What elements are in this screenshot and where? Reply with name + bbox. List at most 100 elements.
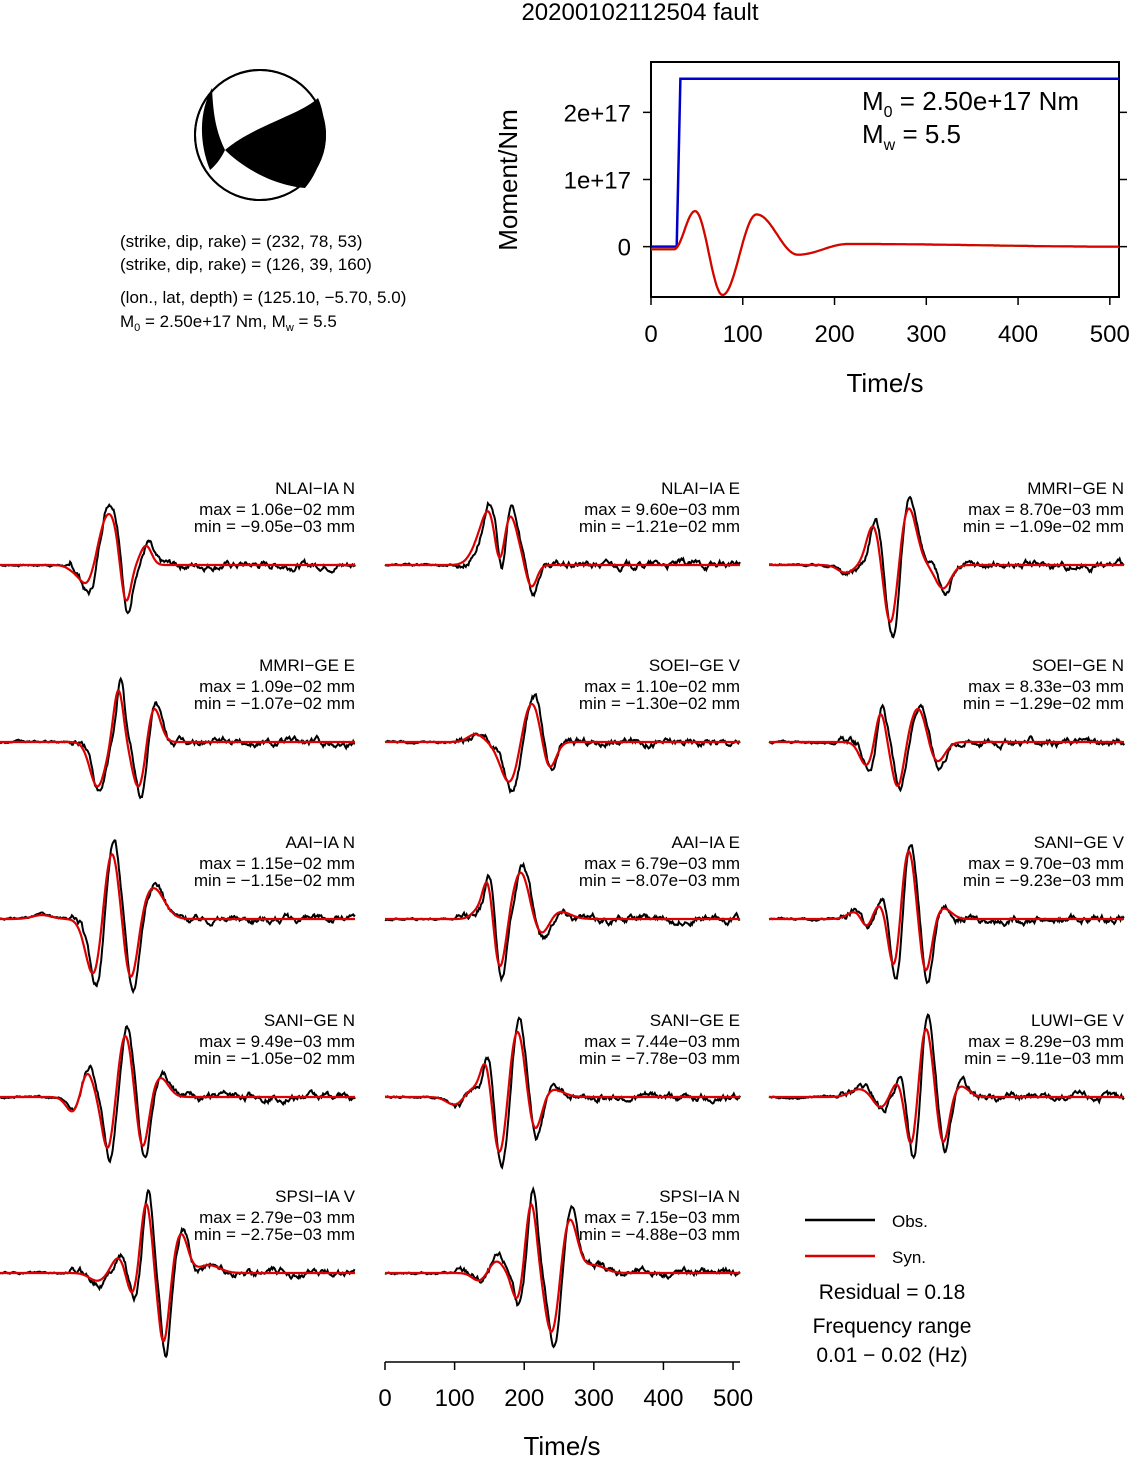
stf-x-tick-label: 400 [998,321,1038,348]
trace-max-label: max = 1.09e−02 mm [199,677,355,696]
synthetic-trace [385,871,740,968]
moment-series-line [651,77,1119,248]
trace-min-label: min = −9.23e−03 mm [963,871,1124,890]
legend: Obs. Syn. Residual = 0.18 Frequency rang… [805,1212,971,1367]
trace-min-label: min = −1.21e−02 mm [579,517,740,536]
observed-trace [384,1185,741,1349]
synthetic-trace [385,1030,740,1154]
stf-mw-label: Mw = 5.5 [862,119,961,154]
trace-max-label: max = 2.79e−03 mm [199,1208,355,1227]
trace-max-label: max = 6.79e−03 mm [584,854,740,873]
trace-max-label: max = 8.29e−03 mm [968,1032,1124,1051]
residual-text: Residual = 0.18 [819,1281,966,1304]
synthetic-trace [0,1034,355,1150]
trace-min-label: min = −1.30e−02 mm [579,694,740,713]
synthetic-trace [385,1202,740,1333]
stf-xlabel: Time/s [846,368,923,398]
legend-obs-label: Obs. [892,1212,928,1231]
synthetic-trace [769,850,1124,972]
legend-syn-label: Syn. [892,1248,926,1267]
waveform-x-tick-label: 500 [713,1385,753,1412]
synthetic-trace [0,1202,355,1343]
trace-station-label: SANI−GE E [650,1011,740,1030]
moment-rate-line-2 [651,209,1119,297]
frequency-title: Frequency range [813,1315,972,1338]
plane2-text: (strike, dip, rake) = (126, 39, 160) [120,255,372,274]
waveform-x-tick-label: 200 [504,1385,544,1412]
trace-station-label: SOEI−GE V [649,656,741,675]
synthetic-trace [769,707,1124,788]
trace-min-label: min = −7.78e−03 mm [579,1049,740,1068]
beachball-icon [194,69,326,201]
synthetic-trace [0,512,355,602]
trace-min-label: min = −2.75e−03 mm [194,1225,355,1244]
synthetic-trace [0,689,355,788]
stf-y-tick-label: 0 [618,235,631,262]
waveform-time-axis: 0 100 200 300 400 500 [378,1361,753,1412]
trace-station-label: SPSI−IA V [275,1187,356,1206]
trace-station-label: LUWI−GE V [1031,1011,1125,1030]
stf-y-tick-label: 1e+17 [564,168,631,195]
waveform-x-tick-label: 300 [574,1385,614,1412]
trace-station-label: MMRI−GE E [259,656,355,675]
synthetic-trace [385,510,740,588]
trace-max-label: max = 1.10e−02 mm [584,677,740,696]
trace-max-label: max = 1.15e−02 mm [199,854,355,873]
observed-trace [768,703,1125,793]
location-text: (lon., lat, depth) = (125.10, −5.70, 5.0… [120,288,406,307]
trace-station-label: SANI−GE V [1034,833,1125,852]
trace-min-label: min = −1.05e−02 mm [194,1049,355,1068]
waveform-x-tick-label: 400 [643,1385,683,1412]
trace-min-label: min = −8.07e−03 mm [579,871,740,890]
trace-station-label: AAI−IA N [286,833,355,852]
moment-rate-chart: 0 100 200 300 400 500 0 1e+17 2e+17 M0 = 2.50e+1… [493,61,1130,398]
trace-station-label: SANI−GE N [264,1011,355,1030]
stf-x-tick-label: 500 [1090,321,1130,348]
stf-m0-label: M0 = 2.50e+17 Nm [862,86,1079,121]
observed-trace [769,495,1125,639]
trace-max-label: max = 8.33e−03 mm [968,677,1124,696]
stf-x-tick-label: 200 [815,321,855,348]
trace-max-label: max = 8.70e−03 mm [968,500,1124,519]
trace-min-label: min = −9.05e−03 mm [194,517,355,536]
trace-max-label: max = 7.44e−03 mm [584,1032,740,1051]
trace-max-label: max = 9.49e−03 mm [199,1032,355,1051]
trace-station-label: SOEI−GE N [1032,656,1124,675]
trace-max-label: max = 1.06e−02 mm [199,500,355,519]
moment-rate-line-1 [651,209,1119,297]
synthetic-trace [385,702,740,783]
stf-x-tick-label: 300 [906,321,946,348]
trace-min-label: min = −1.07e−02 mm [194,694,355,713]
stf-x-tick-label: 0 [644,321,657,348]
waveform-x-tick-label: 100 [435,1385,475,1412]
trace-station-label: NLAI−IA E [661,479,740,498]
stf-x-tick-label: 100 [723,321,763,348]
trace-max-label: max = 9.70e−03 mm [968,854,1124,873]
moment-text: M0 = 2.50e+17 Nm, Mw = 5.5 [120,312,337,334]
trace-station-label: AAI−IA E [671,833,740,852]
trace-min-label: min = −4.88e−03 mm [579,1225,740,1244]
trace-min-label: min = −9.11e−03 mm [964,1049,1124,1068]
trace-station-label: NLAI−IA N [275,479,355,498]
figure-title: 20200102112504 fault [521,0,758,26]
stf-ylabel: Moment/Nm [493,109,523,251]
waveform-xlabel: Time/s [523,1431,600,1458]
synthetic-trace [769,1027,1124,1145]
trace-min-label: min = −1.15e−02 mm [194,871,355,890]
trace-max-label: max = 7.15e−03 mm [584,1208,740,1227]
synthetic-trace [769,507,1124,624]
frequency-value: 0.01 − 0.02 (Hz) [816,1344,967,1367]
